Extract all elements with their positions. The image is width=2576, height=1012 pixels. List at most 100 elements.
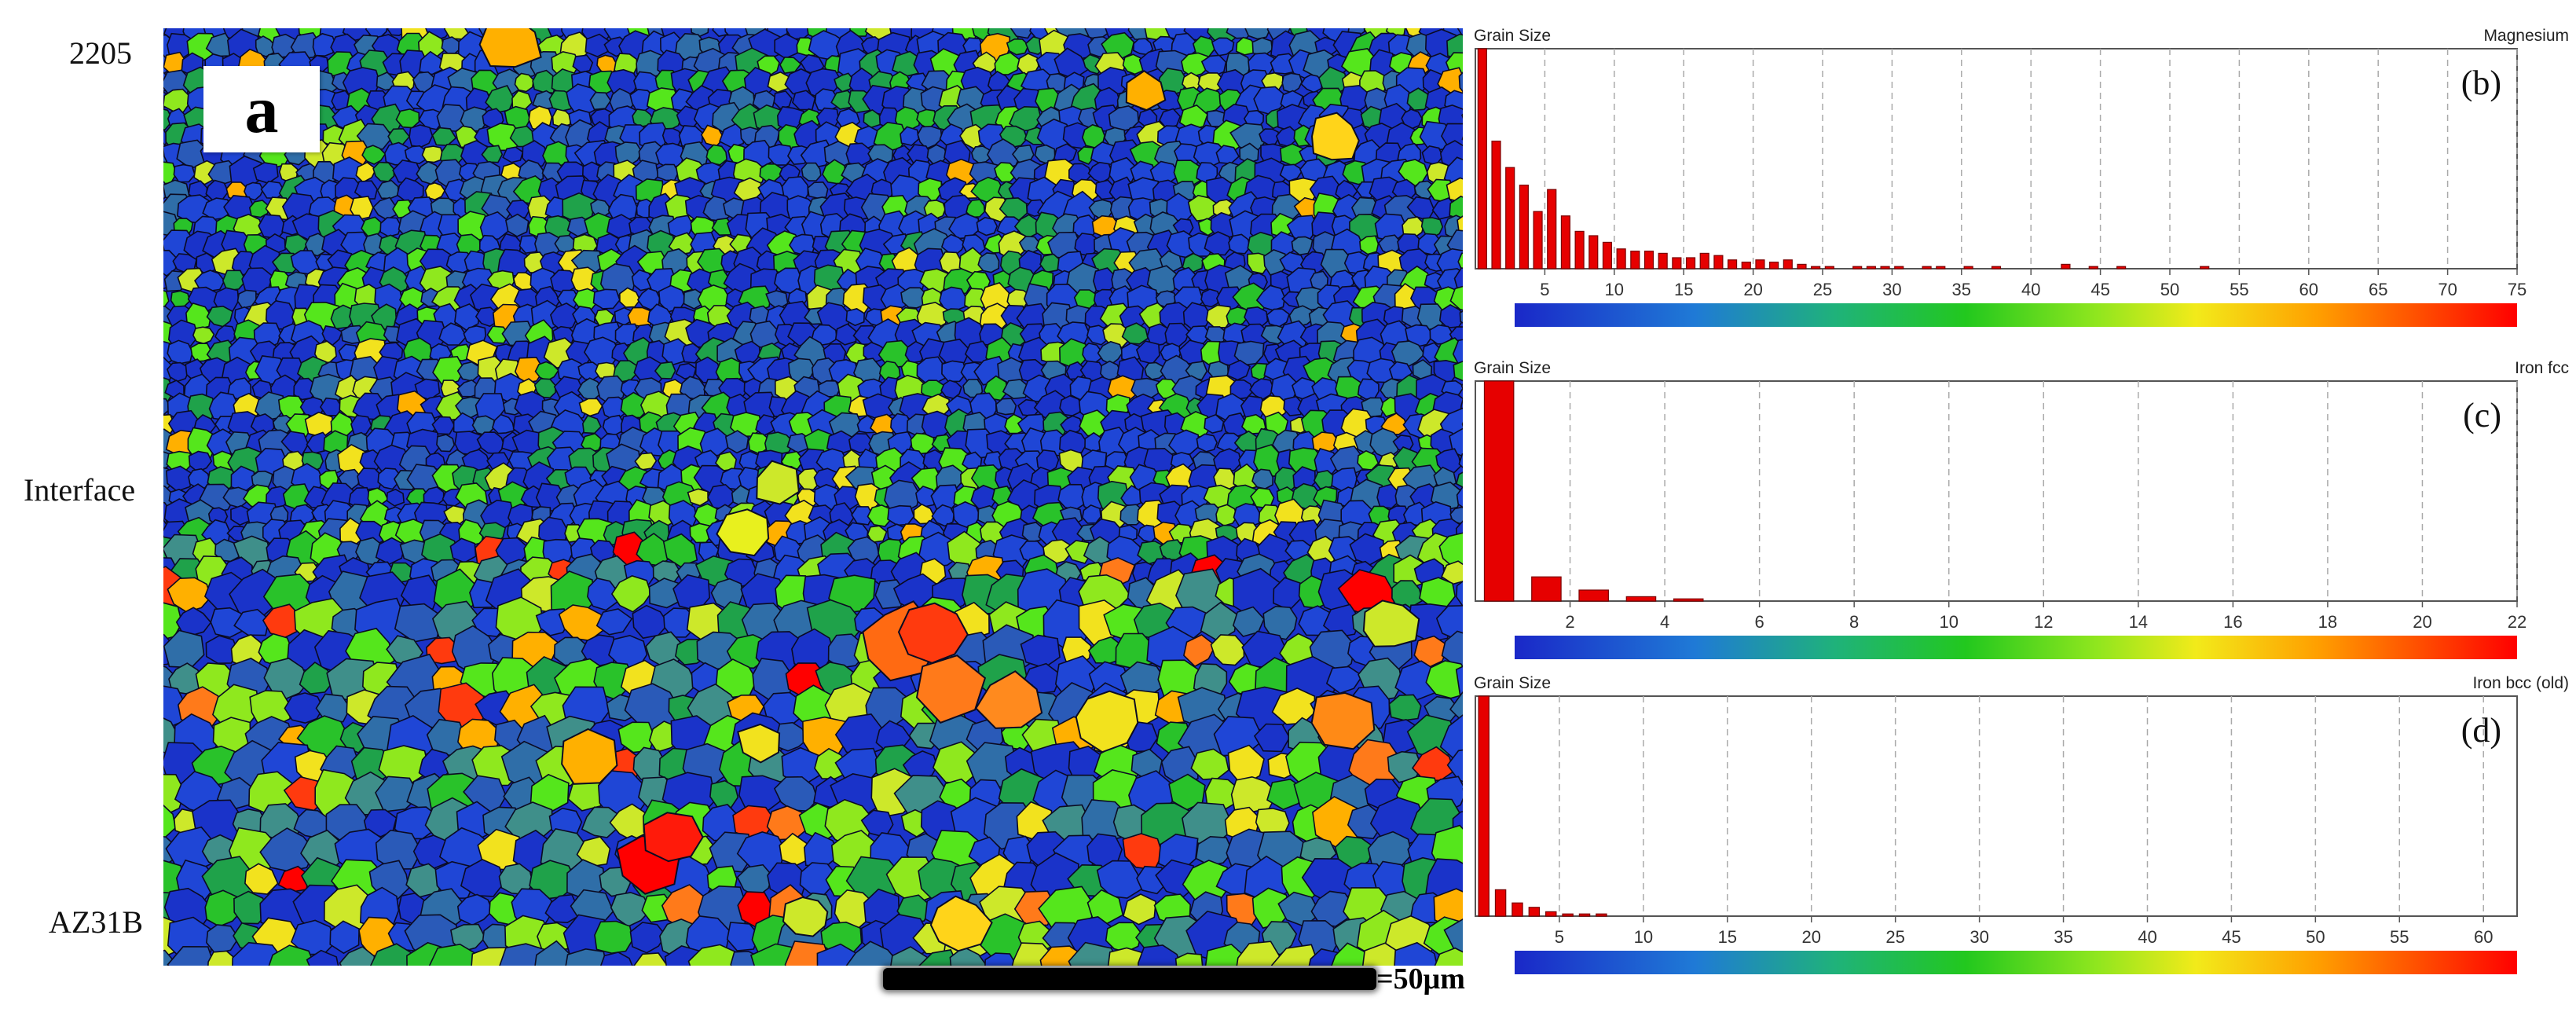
large-grain <box>1362 600 1420 647</box>
grain <box>436 434 456 453</box>
grain <box>1068 941 1120 966</box>
large-grain <box>782 896 829 937</box>
label-interface: Interface <box>24 472 136 508</box>
grain <box>675 362 697 380</box>
grain <box>1079 409 1108 438</box>
large-grain <box>897 602 969 664</box>
grain <box>994 162 1017 183</box>
grain <box>1212 199 1235 218</box>
grain <box>1229 379 1254 400</box>
grain <box>265 300 296 330</box>
grain <box>424 182 446 201</box>
grain <box>329 920 360 955</box>
histogram-bar <box>1672 257 1682 270</box>
plot-frame <box>1475 48 2518 270</box>
grain <box>913 503 936 525</box>
grain <box>355 161 377 183</box>
grain <box>241 267 273 295</box>
grain <box>163 602 183 640</box>
ebsd-grain-map <box>163 28 1463 966</box>
grain <box>1174 952 1204 966</box>
histogram-bar <box>1477 48 1487 270</box>
grain <box>1002 379 1030 400</box>
grain <box>1122 893 1157 926</box>
tick-label: 20 <box>1801 927 1820 947</box>
large-grain <box>716 508 770 557</box>
grain <box>163 290 170 310</box>
grain <box>572 54 594 73</box>
grain <box>629 922 667 954</box>
grain <box>1456 580 1463 607</box>
histogram-bar <box>1658 252 1668 270</box>
grain <box>460 859 505 897</box>
grain <box>662 533 698 568</box>
tick-label: 2 <box>1565 612 1574 632</box>
histogram-bar <box>1602 241 1613 270</box>
tick-label: 45 <box>2222 927 2241 947</box>
tick-label: 55 <box>2390 927 2409 947</box>
grain <box>1251 468 1274 490</box>
grain <box>1236 940 1283 966</box>
tick-label: 10 <box>1605 280 1624 299</box>
grain <box>724 430 749 454</box>
grain <box>476 431 505 455</box>
scale-bar-label: =50μm <box>1376 962 1465 996</box>
grain <box>1200 54 1227 78</box>
histogram-bar <box>1616 248 1626 270</box>
plot-frame <box>1475 695 2518 917</box>
grain <box>619 287 641 308</box>
grain <box>375 537 406 565</box>
grain <box>163 629 205 669</box>
histogram-bar <box>2088 266 2098 270</box>
grain <box>192 326 215 345</box>
grain <box>917 126 943 150</box>
histogram-bar <box>1588 235 1599 270</box>
grain <box>1159 108 1182 129</box>
histogram-bar <box>1483 380 1515 602</box>
color-scale-bar <box>1515 303 2517 327</box>
histogram-bar <box>1630 251 1640 270</box>
grain <box>1013 214 1043 239</box>
tick-label: 55 <box>2230 280 2248 299</box>
grain <box>584 33 611 57</box>
tick-label: 50 <box>2160 280 2179 299</box>
histogram-panel-d: Grain Size Iron bcc (old) 5 10 15 20 25 30 35 4… <box>1472 674 2569 982</box>
large-grain <box>561 728 618 785</box>
grain <box>976 217 999 236</box>
grain <box>780 450 805 471</box>
grain <box>709 779 739 808</box>
large-grain <box>929 895 993 952</box>
grain <box>419 50 444 75</box>
grain <box>394 806 439 840</box>
grain <box>1441 560 1463 585</box>
grain <box>632 108 655 128</box>
grain <box>230 633 266 669</box>
grain <box>773 90 793 109</box>
histogram-phase: Magnesium <box>2483 27 2569 45</box>
grain <box>163 804 177 839</box>
grain <box>994 52 1021 75</box>
large-grain <box>1075 690 1139 754</box>
grain <box>1193 141 1227 167</box>
grain <box>1081 504 1102 524</box>
grain <box>1457 252 1463 271</box>
grain <box>1020 634 1061 669</box>
grain <box>977 252 1000 273</box>
histogram-bar <box>2061 263 2071 270</box>
grain <box>1310 270 1329 292</box>
grain <box>1446 749 1463 783</box>
histogram-panel-b: Grain Size Magnesium 5 10 15 20 25 30 35 40 45 50… <box>1472 27 2569 335</box>
grain <box>502 146 524 163</box>
tick-label: 70 <box>2438 280 2457 299</box>
grain <box>1196 433 1218 453</box>
histogram-bar <box>2200 266 2210 270</box>
grain <box>233 608 270 636</box>
tick-label: 15 <box>1674 280 1693 299</box>
grain <box>1455 471 1463 488</box>
grain <box>1195 835 1234 867</box>
histogram-bar <box>1519 185 1529 270</box>
large-grain <box>643 812 704 863</box>
grain <box>1006 38 1030 56</box>
grain <box>409 124 434 148</box>
grain <box>592 288 621 310</box>
